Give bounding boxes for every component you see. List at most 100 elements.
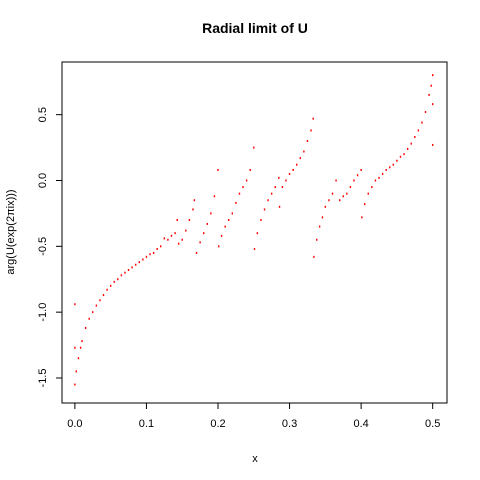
- point: [424, 111, 427, 114]
- point: [167, 238, 169, 241]
- point: [346, 192, 348, 195]
- x-axis-label: x: [252, 453, 258, 465]
- point: [102, 294, 105, 297]
- point: [349, 186, 352, 189]
- point: [353, 179, 355, 182]
- point: [224, 225, 226, 228]
- point: [312, 117, 314, 120]
- point: [361, 216, 363, 219]
- plot-frame: [61, 61, 448, 404]
- y-tick-label: 0.5: [37, 107, 49, 122]
- point: [296, 163, 298, 166]
- point: [88, 317, 90, 320]
- point: [256, 232, 259, 235]
- point: [381, 172, 384, 175]
- point: [185, 229, 187, 232]
- point: [299, 157, 301, 160]
- point: [245, 179, 248, 182]
- point: [170, 234, 173, 237]
- point: [316, 238, 318, 241]
- point: [274, 186, 276, 189]
- point: [156, 247, 158, 250]
- x-tick-label: 0.4: [353, 418, 368, 430]
- point: [364, 203, 366, 206]
- y-axis-label: arg(U(exp(2πix))): [5, 189, 17, 274]
- point: [338, 199, 341, 202]
- point: [231, 212, 234, 215]
- point: [331, 192, 334, 195]
- point: [120, 274, 123, 277]
- point: [127, 269, 130, 272]
- point: [92, 311, 94, 314]
- point: [292, 168, 294, 171]
- point: [113, 280, 115, 283]
- point: [392, 163, 395, 166]
- point: [242, 186, 244, 189]
- chart-title: Radial limit of U: [202, 20, 308, 36]
- point: [218, 245, 220, 248]
- point: [410, 142, 412, 145]
- point: [374, 179, 377, 182]
- point: [430, 84, 432, 87]
- point: [106, 288, 108, 291]
- point: [328, 199, 330, 202]
- point: [74, 303, 76, 306]
- point: [431, 103, 434, 106]
- point: [138, 261, 140, 264]
- point: [303, 150, 305, 153]
- point: [217, 168, 219, 171]
- point: [188, 218, 191, 221]
- point: [260, 218, 262, 221]
- point: [249, 168, 251, 171]
- point: [117, 278, 119, 281]
- point: [95, 304, 98, 307]
- point: [84, 326, 87, 329]
- point: [417, 129, 420, 132]
- point: [403, 153, 405, 156]
- point: [174, 232, 176, 235]
- point: [318, 225, 321, 228]
- point: [321, 216, 324, 219]
- point: [160, 245, 162, 248]
- point: [421, 121, 423, 124]
- point: [378, 176, 380, 179]
- x-tick-label: 0.0: [67, 418, 82, 430]
- point: [152, 251, 155, 254]
- y-tick-label: -0.5: [37, 237, 49, 256]
- point: [75, 370, 78, 373]
- point: [220, 234, 223, 237]
- x-tick-label: 0.5: [425, 418, 440, 430]
- point: [263, 208, 266, 211]
- point: [431, 74, 434, 77]
- point: [278, 176, 280, 179]
- point: [210, 212, 212, 215]
- point: [79, 346, 82, 349]
- point: [306, 139, 309, 142]
- point: [131, 266, 133, 269]
- point: [342, 195, 344, 198]
- point: [367, 192, 369, 195]
- point: [235, 201, 237, 204]
- point: [267, 199, 269, 202]
- point: [335, 179, 337, 182]
- point: [199, 241, 201, 244]
- point: [195, 251, 198, 254]
- point: [74, 346, 76, 349]
- point: [74, 383, 76, 386]
- point: [414, 136, 416, 139]
- point: [385, 168, 387, 171]
- point: [310, 129, 312, 132]
- point: [285, 179, 287, 182]
- point: [124, 271, 126, 274]
- point: [192, 208, 194, 211]
- y-tick-label: -1.0: [37, 303, 49, 322]
- point: [213, 195, 216, 198]
- point: [145, 255, 148, 258]
- point: [81, 340, 83, 343]
- x-tick-label: 0.2: [210, 418, 225, 430]
- point: [396, 159, 398, 162]
- point: [181, 238, 183, 241]
- point: [99, 299, 101, 302]
- point: [202, 232, 205, 235]
